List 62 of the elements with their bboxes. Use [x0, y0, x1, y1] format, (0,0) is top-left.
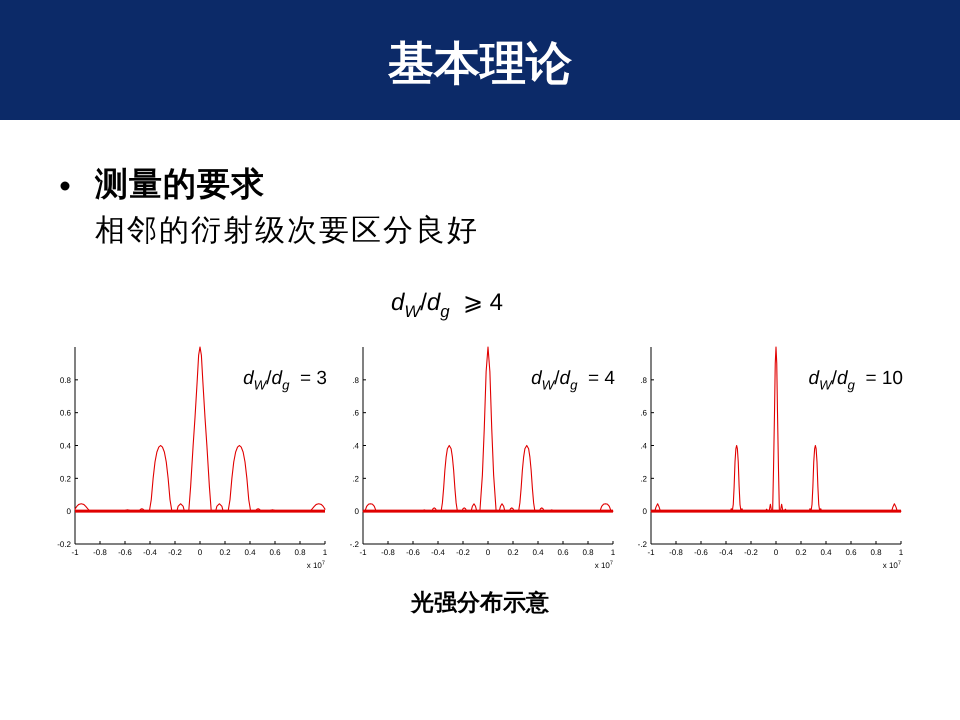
- y-tick-label: .8: [640, 376, 648, 385]
- y-tick-label: 0: [66, 507, 72, 516]
- x-tick-label: -0.8: [669, 548, 684, 557]
- y-tick-label: .6: [640, 408, 648, 418]
- x-tick-label: 0: [198, 548, 203, 557]
- x-tick-label: -1: [647, 548, 656, 557]
- x-tick-label: 1: [898, 548, 904, 557]
- x-tick-label: -0.8: [381, 548, 396, 557]
- annotation: d$_{W}$/d$_{g}$ = 10: [808, 368, 903, 393]
- x-axis-title: x 10$^{7}$: [594, 560, 613, 570]
- x-tick-label: 1: [322, 548, 328, 557]
- x-tick-label: -0.4: [431, 548, 446, 557]
- x-tick-label: -0.4: [719, 548, 734, 557]
- y-tick-label: 0.4: [60, 442, 72, 450]
- text: 基本理论: [387, 37, 573, 89]
- x-axis-title: x 10$^{7}$: [306, 560, 325, 570]
- x-tick-label: 0.2: [795, 548, 808, 557]
- y-tick-label: -.2: [638, 540, 648, 549]
- x-tick-label: -0.6: [406, 548, 420, 557]
- x-tick-label: 0.6: [269, 548, 282, 557]
- x-tick-label: -0.6: [118, 548, 132, 557]
- annotation: d$_{W}$/d$_{g}$ = 4: [531, 368, 616, 393]
- x-tick-label: 0.2: [219, 548, 232, 557]
- x-tick-label: 0.6: [845, 548, 858, 557]
- x-tick-label: 0.8: [870, 548, 882, 557]
- x-tick-label: -0.2: [168, 548, 182, 557]
- x-tick-label: -0.8: [93, 548, 108, 557]
- y-tick-label: .4: [640, 442, 648, 450]
- x-tick-label: 0.4: [820, 548, 832, 557]
- x-tick-label: -0.2: [456, 548, 470, 557]
- annotation: d$_{W}$/d$_{g}$ = 3: [243, 368, 327, 393]
- x-tick-label: 0.4: [244, 548, 256, 557]
- y-tick-label: 0: [354, 507, 360, 516]
- x-tick-label: 0.8: [582, 548, 594, 557]
- x-tick-label: 0.6: [557, 548, 570, 557]
- y-tick-label: 0.8: [60, 376, 72, 385]
- y-tick-label: 0: [642, 507, 648, 516]
- x-tick-label: 0.2: [507, 548, 520, 557]
- x-tick-label: 0: [774, 548, 779, 557]
- y-tick-label: -0.2: [57, 540, 72, 549]
- x-tick-label: 0.8: [294, 548, 306, 557]
- text: 相邻的衍射级次要区分良好: [95, 214, 479, 247]
- y-tick-label: 0.2: [60, 474, 72, 484]
- y-tick-label: .2: [640, 474, 648, 484]
- x-tick-label: 0.4: [532, 548, 544, 557]
- y-tick-label: -.2: [350, 540, 360, 549]
- text: 测量的要求: [94, 165, 265, 202]
- y-tick-label: .8: [352, 376, 360, 385]
- x-tick-label: -0.2: [744, 548, 758, 557]
- x-axis-title: x 10$^{7}$: [882, 560, 901, 570]
- y-tick-label: 0.6: [60, 408, 72, 418]
- x-tick-label: -1: [71, 548, 80, 557]
- text: d$_{W}$/d$_{g}$ ⩾ 4: [391, 289, 503, 322]
- x-tick-label: -0.4: [143, 548, 158, 557]
- y-tick-label: .6: [352, 408, 360, 418]
- y-tick-label: .2: [352, 474, 360, 484]
- y-tick-label: .4: [352, 442, 360, 450]
- x-tick-label: -0.6: [694, 548, 708, 557]
- x-tick-label: 0: [486, 548, 491, 557]
- x-tick-label: -1: [359, 548, 368, 557]
- text: 光强分布示意: [410, 589, 550, 615]
- x-tick-label: 1: [610, 548, 616, 557]
